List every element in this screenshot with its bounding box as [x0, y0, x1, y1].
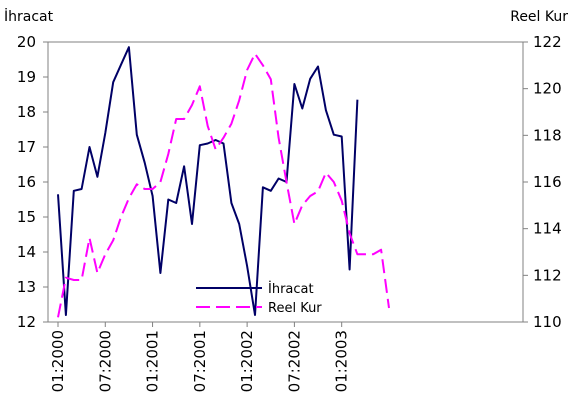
left-axis-title: İhracat: [4, 7, 54, 25]
right-tick-label: 118: [533, 126, 562, 144]
right-tick-label: 112: [533, 266, 562, 284]
right-tick-label: 120: [533, 80, 562, 98]
left-tick-label: 15: [17, 208, 36, 226]
left-tick-label: 13: [17, 278, 36, 296]
legend-label-reel-kur: Reel Kur: [268, 301, 322, 316]
x-tick-label: 07:2000: [96, 330, 114, 392]
left-tick-label: 18: [17, 103, 36, 121]
left-tick-label: 19: [17, 68, 36, 86]
left-tick-label: 17: [17, 138, 36, 156]
x-tick-label: 01:2002: [238, 330, 256, 392]
legend: İhracat Reel Kur: [196, 281, 322, 316]
x-tick-label: 07:2001: [191, 330, 209, 392]
left-tick-label: 12: [17, 313, 36, 331]
right-tick-label: 116: [533, 173, 562, 191]
right-tick-label: 114: [533, 220, 562, 238]
left-tick-label: 20: [17, 33, 36, 51]
x-tick-label: 01:2003: [333, 330, 351, 392]
right-axis: 110 112 114 116 118 120 122: [523, 33, 562, 331]
legend-label-ihracat: İhracat: [268, 281, 314, 297]
right-axis-title: Reel Kur: [510, 9, 568, 25]
right-tick-label: 110: [533, 313, 562, 331]
series-line-ihracat: [57, 46, 359, 316]
x-axis: 01:2000 07:2000 01:2001 07:2001 01:2002 07:20…: [49, 322, 351, 392]
right-tick-label: 122: [533, 33, 562, 51]
left-tick-label: 16: [17, 173, 36, 191]
left-tick-label: 14: [17, 243, 36, 261]
series-layer: [57, 46, 390, 318]
x-tick-label: 01:2000: [49, 330, 67, 392]
x-tick-label: 01:2001: [144, 330, 162, 392]
series-line-reel-kur: [57, 52, 390, 318]
x-tick-label: 07:2002: [285, 330, 303, 392]
left-axis: 12 13 14 15 16 17 18 19 20: [17, 33, 48, 331]
